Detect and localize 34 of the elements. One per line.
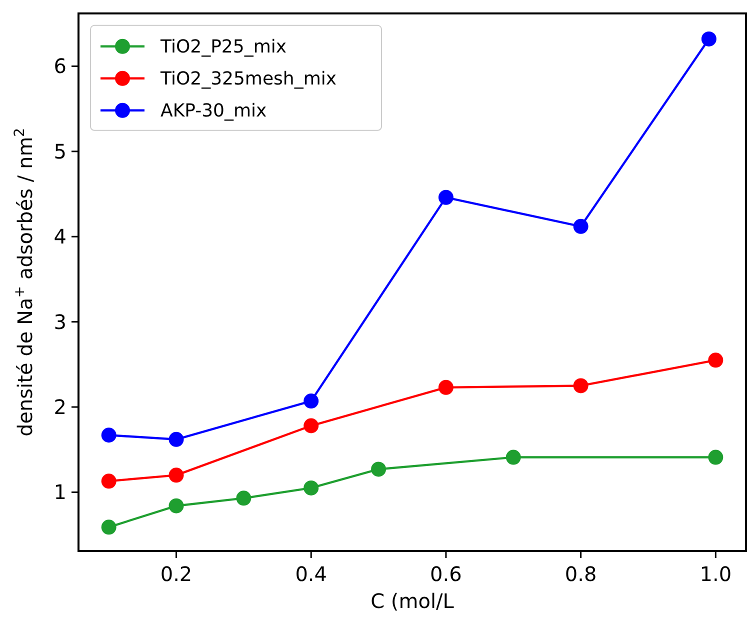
point (371, 462, 386, 477)
point (573, 378, 588, 394)
x-tick-label: 0.2 (160, 562, 192, 586)
point (438, 190, 454, 205)
legend-label: TiO2_325mesh_mix (160, 68, 337, 90)
x-tick-label: 0.8 (564, 562, 597, 586)
point (168, 432, 184, 447)
x-axis-title: C (mol/L (370, 589, 455, 613)
point (438, 380, 454, 395)
point (708, 450, 724, 465)
point (304, 418, 319, 434)
point (304, 480, 319, 496)
y-tick-label: 3 (54, 310, 66, 334)
point (236, 490, 252, 506)
x-tick-label: 1.0 (700, 562, 732, 586)
legend-label: TiO2_P25_mix (160, 36, 287, 58)
y-tick-label: 6 (54, 54, 66, 78)
y-tick-label: 5 (54, 139, 66, 164)
point (304, 394, 319, 409)
y-tick-label: 1 (54, 480, 66, 504)
y-tick-label: 2 (54, 395, 66, 420)
point (101, 520, 116, 535)
point (168, 498, 184, 514)
point (708, 352, 724, 368)
x-tick-label: 0.4 (295, 562, 328, 586)
legend-label: AKP-30_mix (160, 100, 268, 122)
point (573, 218, 588, 234)
point (506, 450, 521, 465)
y-tick-label: 4 (54, 224, 66, 249)
point (101, 428, 116, 443)
point (701, 31, 716, 46)
point (101, 474, 116, 489)
x-tick-label: 0.6 (430, 562, 462, 586)
point (168, 468, 184, 483)
